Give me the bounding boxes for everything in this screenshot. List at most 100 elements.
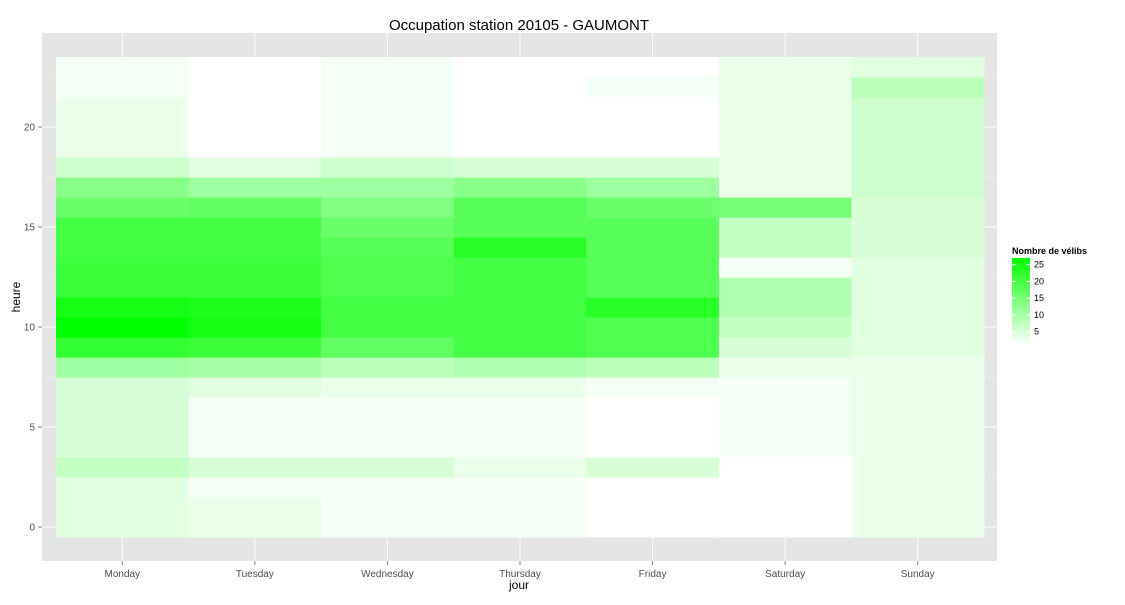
heatmap-cell [321, 177, 455, 198]
heatmap-cell [56, 397, 190, 418]
heatmap-cell [586, 177, 720, 198]
x-tick-label: Thursday [499, 569, 541, 580]
heatmap-cell [453, 137, 587, 158]
heatmap-cell [851, 97, 985, 118]
y-tick-label: 10 [24, 323, 36, 334]
heatmap-cell [56, 317, 190, 338]
heatmap-cell [56, 97, 190, 118]
heatmap-cell [851, 477, 985, 498]
heatmap-cell [188, 257, 322, 278]
heatmap-cell [453, 517, 587, 538]
heatmap-cell [718, 177, 853, 198]
heatmap-cell [851, 257, 985, 278]
heatmap-cell [56, 377, 190, 398]
heatmap-cell [718, 397, 853, 418]
legend-label: 20 [1034, 276, 1044, 286]
heatmap-cell [586, 297, 720, 318]
heatmap-cell [718, 377, 853, 398]
heatmap-cell [586, 497, 720, 518]
heatmap-cell [188, 397, 322, 418]
heatmap-cell [188, 357, 322, 378]
heatmap-cell [188, 57, 322, 78]
heatmap-cell [188, 217, 322, 238]
heatmap-cell [188, 477, 322, 498]
heatmap-cell [56, 417, 190, 438]
heatmap-cell [851, 377, 985, 398]
heatmap-cell [851, 117, 985, 138]
heatmap-cell [718, 77, 853, 98]
heatmap-cell [851, 397, 985, 418]
x-axis: Monday Tuesday Wednesday Thursday Friday Satu… [104, 561, 935, 580]
heatmap-cell [586, 417, 720, 438]
y-tick-label: 0 [29, 523, 35, 534]
heatmap-cells [56, 57, 985, 538]
heatmap-cell [321, 357, 455, 378]
heatmap-cell [718, 277, 853, 298]
heatmap-cell [188, 117, 322, 138]
heatmap-cell [851, 317, 985, 338]
heatmap-cell [851, 177, 985, 198]
legend-label: 15 [1034, 293, 1044, 303]
heatmap-cell [453, 437, 587, 458]
heatmap-cell [718, 337, 853, 358]
heatmap-cell [321, 197, 455, 218]
x-tick-label: Tuesday [236, 569, 274, 580]
heatmap-cell [453, 297, 587, 318]
heatmap-cell [586, 257, 720, 278]
heatmap-cell [586, 57, 720, 78]
heatmap-cell [586, 237, 720, 258]
heatmap-cell [188, 197, 322, 218]
legend: Nombre de vélibs 5 10 15 20 25 [1012, 246, 1087, 345]
heatmap-cell [188, 237, 322, 258]
y-tick-label: 5 [29, 423, 35, 434]
heatmap-cell [851, 277, 985, 298]
heatmap-cell [453, 277, 587, 298]
heatmap-cell [586, 197, 720, 218]
heatmap-cell [453, 177, 587, 198]
y-axis-label: heure [9, 281, 23, 312]
heatmap-cell [586, 437, 720, 458]
heatmap-cell [586, 377, 720, 398]
heatmap-cell [321, 157, 455, 178]
heatmap-cell [321, 397, 455, 418]
heatmap-cell [321, 497, 455, 518]
heatmap-cell [188, 317, 322, 338]
y-axis: 0 5 10 15 20 [24, 123, 42, 534]
heatmap-cell [188, 157, 322, 178]
heatmap-cell [586, 457, 720, 478]
heatmap-cell [453, 377, 587, 398]
heatmap-cell [453, 97, 587, 118]
heatmap-cell [718, 217, 853, 238]
heatmap-cell [718, 97, 853, 118]
heatmap-cell [586, 137, 720, 158]
heatmap-cell [453, 477, 587, 498]
heatmap-cell [56, 477, 190, 498]
heatmap-cell [586, 317, 720, 338]
x-axis-label: jour [508, 578, 529, 592]
heatmap-cell [851, 357, 985, 378]
heatmap-cell [56, 517, 190, 538]
heatmap-cell [321, 377, 455, 398]
heatmap-cell [453, 417, 587, 438]
heatmap-cell [718, 417, 853, 438]
heatmap-cell [56, 117, 190, 138]
heatmap-cell [586, 97, 720, 118]
heatmap-cell [56, 137, 190, 158]
heatmap-cell [321, 457, 455, 478]
heatmap-cell [851, 57, 985, 78]
heatmap-cell [453, 237, 587, 258]
heatmap-cell [321, 237, 455, 258]
heatmap-cell [56, 237, 190, 258]
y-tick-label: 15 [24, 223, 36, 234]
heatmap-cell [586, 477, 720, 498]
heatmap-cell [453, 157, 587, 178]
heatmap-cell [851, 77, 985, 98]
heatmap-cell [188, 97, 322, 118]
heatmap-cell [718, 357, 853, 378]
heatmap-cell [56, 457, 190, 478]
heatmap-cell [851, 417, 985, 438]
heatmap-cell [718, 137, 853, 158]
heatmap-cell [321, 437, 455, 458]
heatmap-cell [718, 457, 853, 478]
